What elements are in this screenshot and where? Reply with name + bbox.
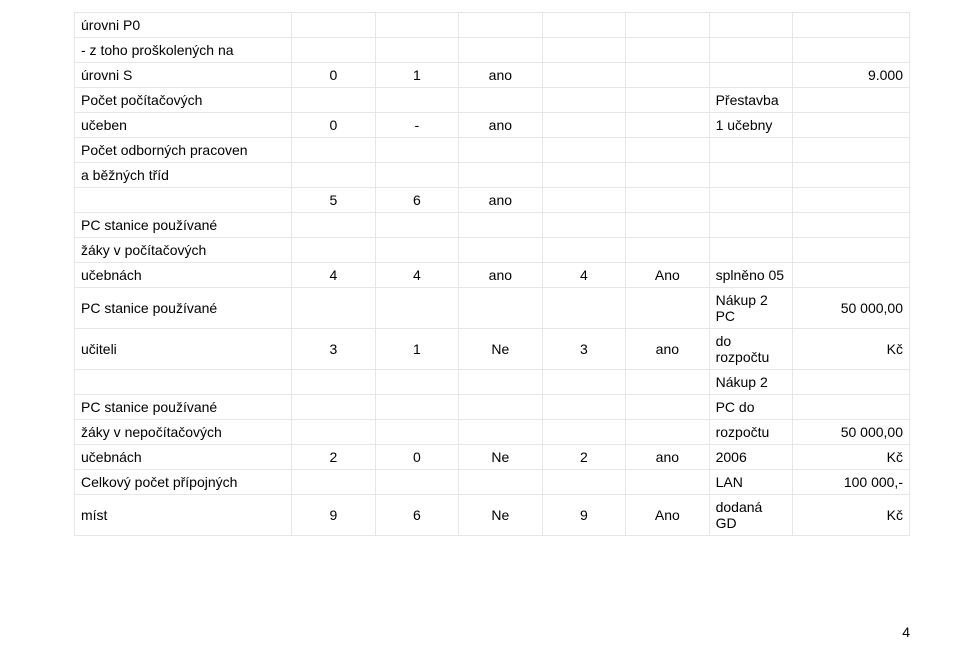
cell: úrovni S <box>75 63 292 88</box>
cell: úrovni P0 <box>75 13 292 38</box>
cell: ano <box>459 113 543 138</box>
cell: splněno 05 <box>709 263 793 288</box>
table-row: Celkový počet přípojných LAN 100 000,- <box>75 470 910 495</box>
cell: 3 <box>542 329 626 370</box>
cell: 4 <box>292 263 376 288</box>
cell: 9 <box>542 495 626 536</box>
cell: ano <box>459 63 543 88</box>
table-row: - z toho proškolených na <box>75 38 910 63</box>
cell: rozpočtu <box>709 420 793 445</box>
cell: 50 000,00 <box>793 420 910 445</box>
table-row: žáky v počítačových <box>75 238 910 263</box>
cell: Ne <box>459 495 543 536</box>
cell: učebnách <box>75 263 292 288</box>
cell: 1 <box>375 329 459 370</box>
cell: Počet odborných pracoven <box>75 138 292 163</box>
cell: 0 <box>375 445 459 470</box>
cell: ano <box>459 188 543 213</box>
table-row: žáky v nepočítačových rozpočtu 50 000,00 <box>75 420 910 445</box>
cell: míst <box>75 495 292 536</box>
cell: 6 <box>375 188 459 213</box>
cell: 2006 <box>709 445 793 470</box>
cell: ano <box>459 263 543 288</box>
cell: 100 000,- <box>793 470 910 495</box>
cell: - z toho proškolených na <box>75 38 292 63</box>
cell: 2 <box>542 445 626 470</box>
cell: 4 <box>542 263 626 288</box>
table-row: úrovni P0 <box>75 13 910 38</box>
table-row: učebnách 2 0 Ne 2 ano 2006 Kč <box>75 445 910 470</box>
cell: žáky v počítačových <box>75 238 292 263</box>
page: úrovni P0 - z toho proškolených na úrovn… <box>0 0 960 660</box>
cell: Kč <box>793 445 910 470</box>
cell: a běžných tříd <box>75 163 292 188</box>
cell: 9 <box>292 495 376 536</box>
cell: 0 <box>292 63 376 88</box>
table-row: míst 9 6 Ne 9 Ano dodaná GD Kč <box>75 495 910 536</box>
cell: 0 <box>292 113 376 138</box>
cell: Ne <box>459 445 543 470</box>
cell: 5 <box>292 188 376 213</box>
cell: Nákup 2 PC <box>709 288 793 329</box>
table-row: Nákup 2 <box>75 370 910 395</box>
cell: Ano <box>626 495 710 536</box>
cell: Přestavba <box>709 88 793 113</box>
cell: 2 <box>292 445 376 470</box>
page-number: 4 <box>902 624 910 640</box>
cell: učebnách <box>75 445 292 470</box>
cell: 50 000,00 <box>793 288 910 329</box>
cell: 9.000 <box>793 63 910 88</box>
cell: PC stanice používané <box>75 395 292 420</box>
cell: 1 učebny <box>709 113 793 138</box>
cell: Nákup 2 <box>709 370 793 395</box>
cell: učiteli <box>75 329 292 370</box>
table-row: učebnách 4 4 ano 4 Ano splněno 05 <box>75 263 910 288</box>
cell: Ne <box>459 329 543 370</box>
cell: žáky v nepočítačových <box>75 420 292 445</box>
table-row: a běžných tříd <box>75 163 910 188</box>
cell: 6 <box>375 495 459 536</box>
data-table: úrovni P0 - z toho proškolených na úrovn… <box>74 12 910 536</box>
table-row: učeben 0 - ano 1 učebny <box>75 113 910 138</box>
table-row: učiteli 3 1 Ne 3 ano do rozpočtu Kč <box>75 329 910 370</box>
cell: učeben <box>75 113 292 138</box>
cell: ano <box>626 445 710 470</box>
table-row: 5 6 ano <box>75 188 910 213</box>
table-row: PC stanice používané Nákup 2 PC 50 000,0… <box>75 288 910 329</box>
cell: PC stanice používané <box>75 213 292 238</box>
cell: PC stanice používané <box>75 288 292 329</box>
cell: do rozpočtu <box>709 329 793 370</box>
cell: Ano <box>626 263 710 288</box>
cell: dodaná GD <box>709 495 793 536</box>
cell: Počet počítačových <box>75 88 292 113</box>
cell: 1 <box>375 63 459 88</box>
table-row: Počet odborných pracoven <box>75 138 910 163</box>
cell: 4 <box>375 263 459 288</box>
table-row: PC stanice používané PC do <box>75 395 910 420</box>
cell: 3 <box>292 329 376 370</box>
cell: Kč <box>793 495 910 536</box>
table-row: Počet počítačových Přestavba <box>75 88 910 113</box>
cell: LAN <box>709 470 793 495</box>
cell: Kč <box>793 329 910 370</box>
cell: ano <box>626 329 710 370</box>
table-row: úrovni S 0 1 ano 9.000 <box>75 63 910 88</box>
table-row: PC stanice používané <box>75 213 910 238</box>
cell: - <box>375 113 459 138</box>
cell: Celkový počet přípojných <box>75 470 292 495</box>
cell: PC do <box>709 395 793 420</box>
